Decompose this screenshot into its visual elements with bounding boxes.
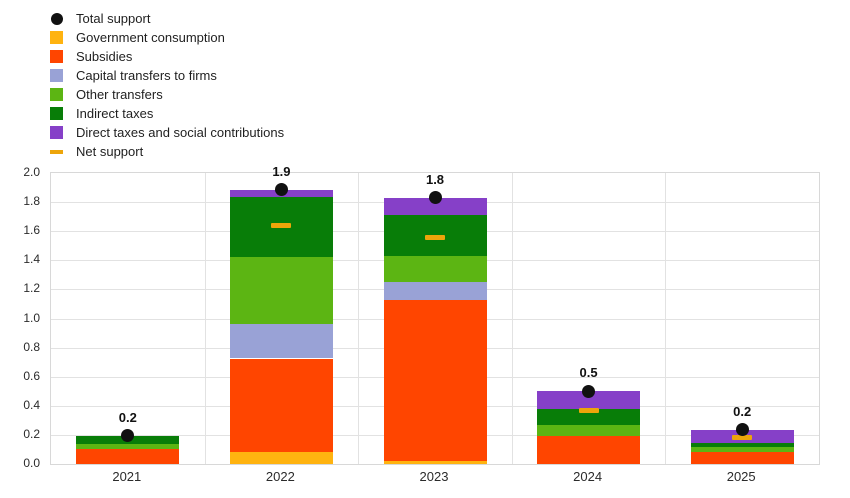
total-support-dot-2024 bbox=[582, 384, 596, 398]
y-tick-label-0.0: 0.0 bbox=[23, 456, 40, 470]
legend-item-direct-taxes-and-social-contributions: Direct taxes and social contributions bbox=[50, 123, 284, 142]
net-support-dash-2023 bbox=[425, 234, 445, 240]
legend-label: Subsidies bbox=[76, 49, 133, 64]
y-tick-label-1.0: 1.0 bbox=[23, 310, 40, 325]
y-tick-label-1.8: 1.8 bbox=[23, 194, 40, 209]
legend-swatch-square-icon bbox=[50, 88, 63, 101]
total-value-label-2023: 1.8 bbox=[425, 171, 445, 187]
total-value-label-2021: 0.2 bbox=[118, 409, 137, 425]
total-value-label-2022: 1.9 bbox=[272, 163, 291, 179]
legend-item-capital-transfers-to-firms: Capital transfers to firms bbox=[50, 66, 284, 85]
legend-label: Government consumption bbox=[76, 30, 225, 45]
legend-label: Other transfers bbox=[76, 87, 163, 102]
legend-swatch-dash-icon bbox=[50, 149, 63, 154]
bar-2025-segment-other-transfers bbox=[690, 447, 794, 453]
legend-item-net-support: Net support bbox=[50, 142, 284, 161]
legend-swatch-square-icon bbox=[50, 107, 63, 120]
legend-swatch-circle-icon bbox=[51, 12, 63, 25]
x-tick-label-2024: 2024 bbox=[573, 469, 603, 484]
bar-2024-segment-direct-taxes-and-social-contributions bbox=[537, 391, 641, 410]
legend-label: Total support bbox=[76, 11, 151, 26]
bar-2025-segment-indirect-taxes bbox=[690, 442, 794, 448]
legend-label: Capital transfers to firms bbox=[76, 68, 217, 83]
legend-label: Net support bbox=[76, 144, 144, 159]
y-tick-label-0.8: 0.8 bbox=[23, 339, 40, 354]
legend-label: Indirect taxes bbox=[76, 106, 154, 121]
y-tick-label-0.4: 0.4 bbox=[23, 397, 40, 412]
bar-2023-segment-direct-taxes-and-social-contributions bbox=[383, 197, 487, 216]
x-tick-label-2022: 2022 bbox=[265, 469, 295, 484]
total-value-label-2024: 0.5 bbox=[579, 365, 598, 381]
bar-2025-segment-subsidies bbox=[690, 452, 794, 464]
x-tick-label-2021: 2021 bbox=[112, 469, 142, 484]
bar-2023-segment-other-transfers bbox=[383, 255, 487, 283]
legend-swatch-square-icon bbox=[50, 31, 63, 44]
legend-swatch-square-icon bbox=[50, 126, 63, 139]
bar-2023-segment-subsidies bbox=[383, 299, 487, 462]
y-tick-label-0.2: 0.2 bbox=[23, 426, 40, 441]
legend-item-subsidies: Subsidies bbox=[50, 47, 284, 66]
x-tick-label-2023: 2023 bbox=[419, 469, 449, 484]
bar-2021-segment-other-transfers bbox=[76, 444, 180, 450]
bar-2024-segment-other-transfers bbox=[537, 425, 641, 437]
bar-2023-segment-government-consumption bbox=[383, 461, 487, 464]
total-value-label-2025: 0.2 bbox=[733, 403, 752, 419]
net-support-dash-2024 bbox=[578, 407, 599, 413]
bar-2022-segment-subsidies bbox=[229, 358, 333, 452]
y-tick-label-1.4: 1.4 bbox=[23, 252, 40, 267]
x-tick-label-2025: 2025 bbox=[726, 469, 756, 484]
gridline-vertical bbox=[204, 173, 206, 464]
legend-swatch-square-icon bbox=[50, 50, 63, 63]
y-tick-label-1.6: 1.6 bbox=[23, 223, 40, 238]
gridline-vertical bbox=[358, 173, 360, 464]
y-tick-label-1.2: 1.2 bbox=[23, 281, 40, 296]
total-support-dot-2021 bbox=[121, 429, 135, 443]
legend-item-indirect-taxes: Indirect taxes bbox=[50, 104, 284, 123]
legend-item-government-consumption: Government consumption bbox=[50, 28, 284, 47]
bar-2023-segment-capital-transfers-to-firms bbox=[383, 282, 487, 300]
bar-2022-segment-other-transfers bbox=[229, 256, 333, 324]
total-support-dot-2025 bbox=[735, 423, 749, 437]
bar-2024-segment-indirect-taxes bbox=[537, 409, 641, 426]
total-support-dot-2022 bbox=[274, 183, 288, 197]
y-tick-label-2.0: 2.0 bbox=[23, 165, 40, 179]
gridline-vertical bbox=[511, 173, 513, 464]
bar-2022-segment-government-consumption bbox=[229, 451, 333, 464]
legend-label: Direct taxes and social contributions bbox=[76, 125, 285, 140]
net-support-dash-2022 bbox=[271, 222, 292, 228]
total-support-dot-2023 bbox=[428, 191, 442, 205]
net-support-dash-2025 bbox=[732, 435, 753, 441]
legend-item-total-support: Total support bbox=[50, 9, 284, 28]
plot-area: 0.2 1.9 1.8 0.5 0.2 bbox=[50, 164, 820, 465]
legend-swatch-square-icon bbox=[50, 69, 63, 82]
legend: Total support Government consumption Subsi… bbox=[50, 9, 284, 161]
legend-item-other-transfers: Other transfers bbox=[50, 85, 284, 104]
bar-2024-segment-subsidies bbox=[537, 436, 641, 464]
bar-2021-segment-subsidies bbox=[76, 449, 180, 464]
gridline-vertical bbox=[665, 173, 667, 464]
y-tick-label-0.6: 0.6 bbox=[23, 368, 40, 383]
bar-2022-segment-capital-transfers-to-firms bbox=[229, 323, 333, 359]
